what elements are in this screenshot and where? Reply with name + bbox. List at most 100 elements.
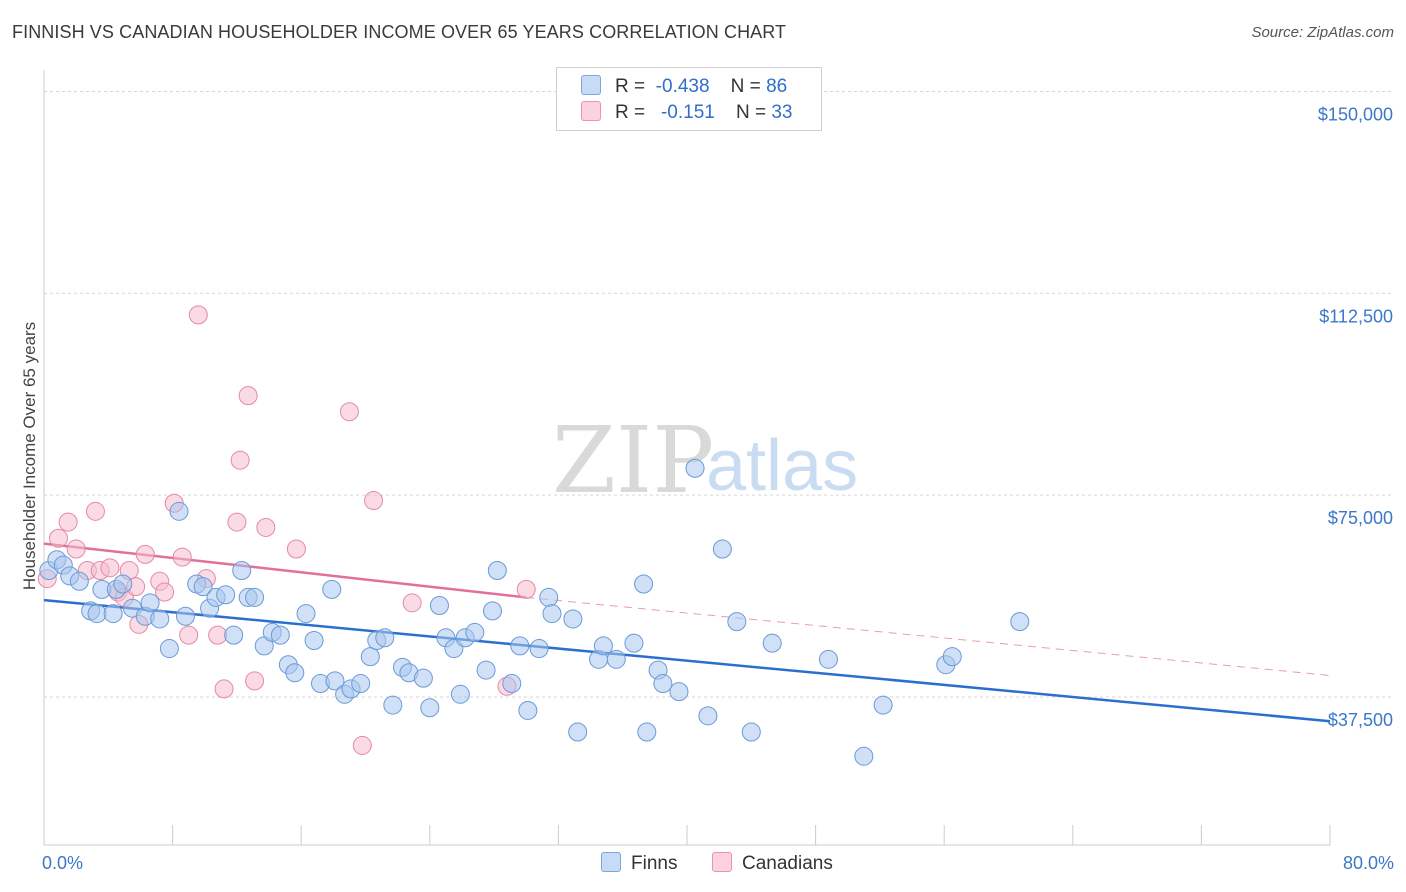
finns-point bbox=[285, 663, 305, 683]
canadians-point bbox=[516, 579, 536, 599]
finns-swatch bbox=[581, 75, 601, 95]
canadians-point bbox=[352, 735, 372, 755]
finns-point bbox=[193, 577, 213, 597]
canadians-point bbox=[238, 386, 258, 406]
finns-point bbox=[727, 612, 747, 632]
y-axis-label: Householder Income Over 65 years bbox=[20, 322, 39, 590]
canadians-point bbox=[155, 582, 175, 602]
finns-point bbox=[698, 706, 718, 726]
finns-point bbox=[568, 722, 588, 742]
x-tick-labels: 0.0% 80.0% bbox=[42, 853, 1394, 873]
finns-point bbox=[169, 501, 189, 521]
finns-point bbox=[87, 604, 107, 624]
legend-item-finns: Finns bbox=[601, 852, 677, 875]
finns-point bbox=[245, 587, 265, 607]
canadians-point bbox=[227, 512, 247, 532]
finns-trend-line bbox=[43, 598, 1331, 723]
canadians-point bbox=[214, 679, 234, 699]
finns-point bbox=[69, 571, 89, 591]
finns-r-label: R = bbox=[615, 76, 646, 97]
canadians-swatch bbox=[581, 101, 601, 121]
finns-n-label: N = bbox=[730, 76, 761, 97]
finns-point bbox=[669, 682, 689, 702]
finns-point bbox=[482, 601, 502, 621]
legend-finns-label: Finns bbox=[631, 853, 678, 874]
canadians-r-value: -0.151 bbox=[660, 102, 715, 123]
finns-point bbox=[270, 625, 290, 645]
canadians-point bbox=[339, 402, 359, 422]
watermark-zip: ZIP bbox=[552, 407, 714, 514]
legend-row-finns: R = -0.438 N = 86 bbox=[581, 75, 787, 99]
finns-point bbox=[232, 561, 252, 581]
finns-point bbox=[563, 609, 583, 629]
finns-point bbox=[529, 639, 549, 659]
canadians-point bbox=[256, 517, 276, 537]
finns-point bbox=[854, 746, 874, 766]
canadians-point bbox=[85, 501, 105, 521]
canadians-point bbox=[172, 547, 192, 567]
finns-point bbox=[634, 574, 654, 594]
canadians-point bbox=[100, 558, 120, 578]
canadians-trend-extension bbox=[526, 596, 1331, 676]
finns-point bbox=[476, 660, 496, 680]
finns-point bbox=[113, 574, 133, 594]
finns-point bbox=[818, 649, 838, 669]
y-tick-label: $75,000 bbox=[1328, 508, 1393, 528]
finns-point bbox=[103, 604, 123, 624]
canadians-r-label: R = bbox=[615, 102, 646, 123]
watermark-atlas: atlas bbox=[706, 426, 858, 506]
finns-point bbox=[296, 604, 316, 624]
finns-point bbox=[383, 695, 403, 715]
canadians-point bbox=[286, 539, 306, 559]
finns-point bbox=[413, 668, 433, 688]
canadians-point bbox=[208, 625, 228, 645]
finns-point bbox=[653, 674, 673, 694]
finns-point bbox=[360, 647, 380, 667]
legend-finns-swatch bbox=[601, 852, 621, 872]
finns-point bbox=[502, 674, 522, 694]
finns-point bbox=[140, 593, 160, 613]
legend-canadians-label: Canadians bbox=[742, 853, 833, 874]
legend-item-canadians: Canadians bbox=[712, 852, 833, 875]
finns-point bbox=[304, 630, 324, 650]
finns-point bbox=[216, 585, 236, 605]
axes bbox=[43, 70, 1331, 846]
canadians-point bbox=[135, 544, 155, 564]
y-tick-labels: $37,500 $75,000 $112,500 $150,000 bbox=[1318, 105, 1393, 730]
y-tick-label: $150,000 bbox=[1318, 105, 1393, 125]
finns-point bbox=[322, 579, 342, 599]
finns-point bbox=[542, 604, 562, 624]
finns-point bbox=[539, 587, 559, 607]
finns-point bbox=[150, 609, 170, 629]
finns-point bbox=[487, 561, 507, 581]
finns-point bbox=[685, 458, 705, 478]
stats-legend: R = -0.438 N = 86 R = -0.151 N = 33 bbox=[556, 67, 822, 131]
finns-point bbox=[606, 649, 626, 669]
canadians-point bbox=[364, 491, 384, 511]
finns-point bbox=[429, 596, 449, 616]
finns-point bbox=[1010, 612, 1030, 632]
finns-point bbox=[325, 671, 345, 691]
trend-lines bbox=[43, 542, 1331, 723]
x-tick-label: 80.0% bbox=[1343, 853, 1394, 873]
canadians-n-label: N = bbox=[735, 102, 767, 123]
finns-point bbox=[518, 700, 538, 720]
canadians-point bbox=[230, 450, 250, 470]
finns-point bbox=[375, 628, 395, 648]
finns-point bbox=[873, 695, 893, 715]
finns-point bbox=[465, 622, 485, 642]
finns-point bbox=[224, 625, 244, 645]
finns-point bbox=[712, 539, 732, 559]
finns-point bbox=[159, 639, 179, 659]
finns-point bbox=[624, 633, 644, 653]
finns-point bbox=[593, 636, 613, 656]
finns-point bbox=[762, 633, 782, 653]
canadians-trend-line bbox=[43, 542, 527, 599]
finns-point bbox=[351, 674, 371, 694]
finns-point bbox=[942, 647, 962, 667]
finns-point bbox=[741, 722, 761, 742]
watermark: ZIP atlas bbox=[552, 407, 858, 514]
canadians-point bbox=[66, 539, 86, 559]
canadians-point bbox=[245, 671, 265, 691]
